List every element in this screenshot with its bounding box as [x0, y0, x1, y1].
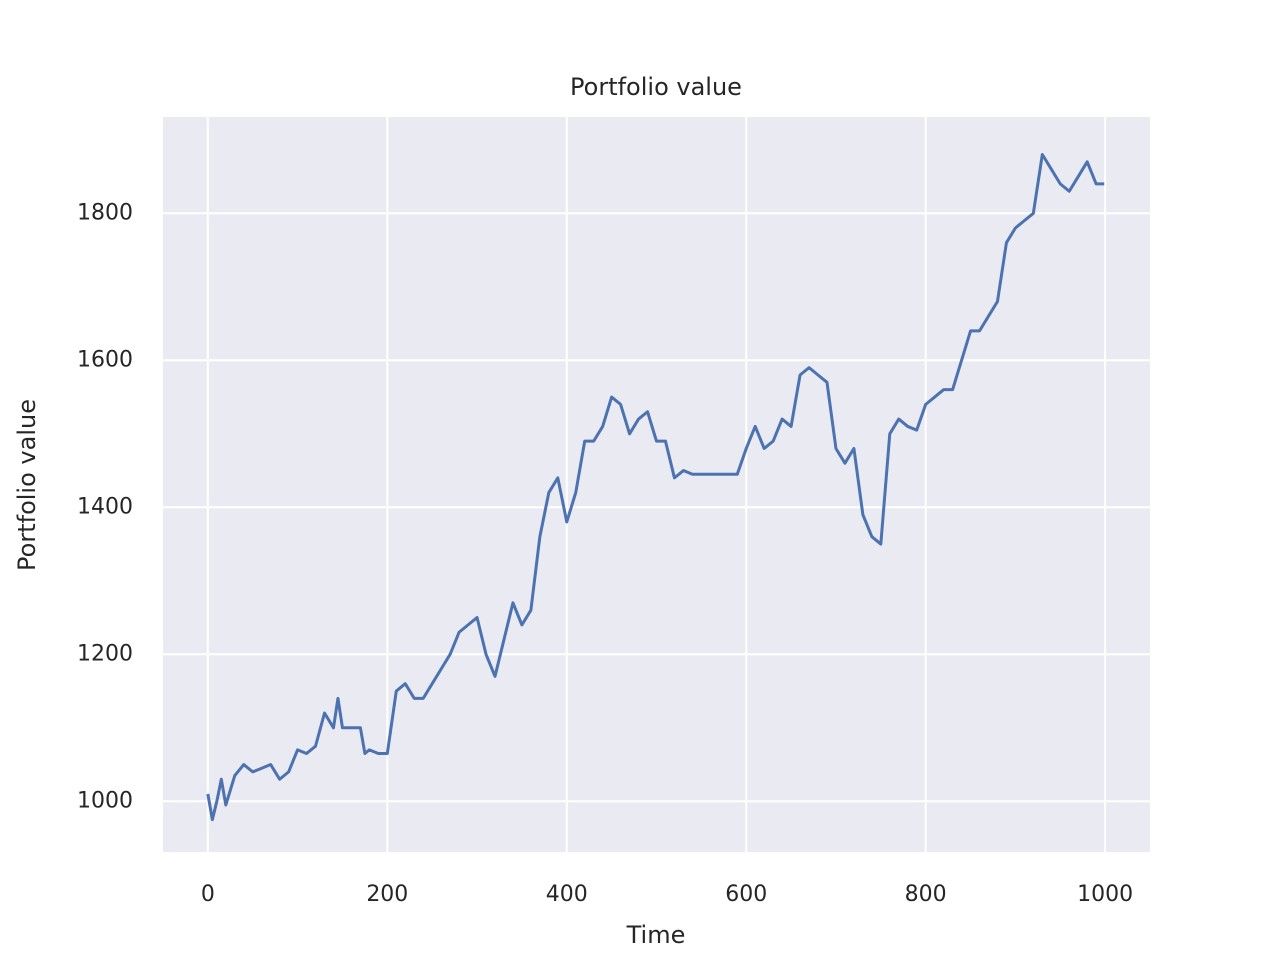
x-tick-label: 200: [366, 882, 408, 907]
x-tick-label: 1000: [1077, 882, 1133, 907]
y-tick-label: 1800: [77, 200, 133, 225]
chart-title: Portfolio value: [570, 73, 742, 101]
y-tick-label: 1200: [77, 641, 133, 666]
x-tick-label: 400: [546, 882, 588, 907]
data-line: [206, 152, 1105, 822]
y-tick-label: 1600: [77, 347, 133, 372]
plot-area: [163, 117, 1150, 852]
y-axis-label: Portfolio value: [13, 399, 41, 571]
x-tick-label: 800: [905, 882, 947, 907]
y-tick-label: 1400: [77, 494, 133, 519]
x-tick-label: 600: [725, 882, 767, 907]
x-tick-label: 0: [201, 882, 215, 907]
x-axis-label: Time: [626, 921, 686, 949]
y-tick-label: 1000: [77, 788, 133, 813]
